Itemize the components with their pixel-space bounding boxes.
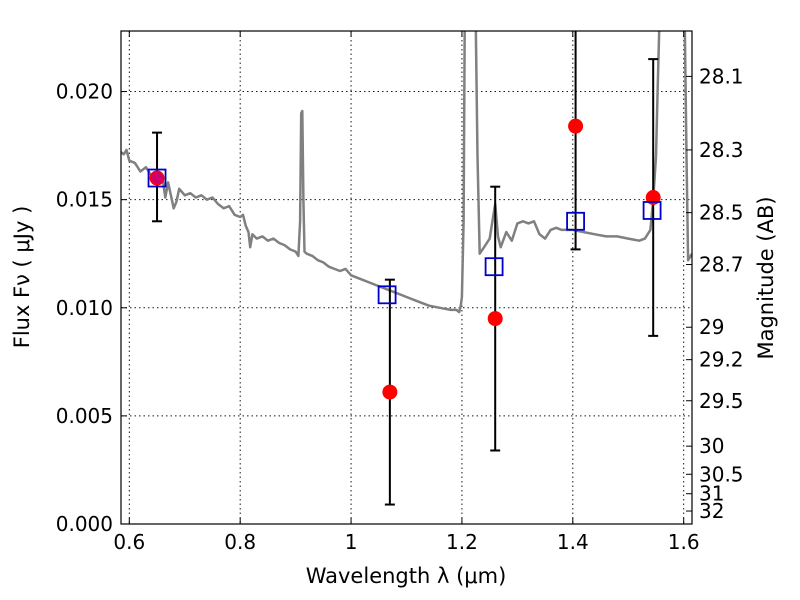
- errorbar-layer: [152, 31, 659, 506]
- model-points-layer: [147, 168, 662, 305]
- x-axis-label: Wavelength λ (μm): [306, 564, 507, 588]
- y-axis-label: Flux Fν ( μJy ): [10, 206, 34, 349]
- plot-frame: [120, 30, 693, 525]
- model-point: [566, 211, 585, 231]
- model-point: [484, 257, 504, 277]
- x-tick-label: 1: [345, 530, 358, 554]
- model-observed-overlap: [151, 172, 164, 185]
- sed-line-layer: [121, 31, 692, 314]
- x-tick-label: 0.8: [224, 530, 256, 554]
- y-tick-label: 0.000: [56, 512, 113, 536]
- right-tick-label: 29.5: [699, 389, 744, 413]
- observed-point: [487, 311, 503, 327]
- x-tick-label: 0.6: [113, 530, 145, 554]
- axis-tick-labels: 0.6 0.8 1 1.2 1.4 1.6 0.000 0.005 0.010 0.015 0.02…: [56, 64, 744, 554]
- y-tick-label: 0.020: [56, 80, 113, 104]
- right-tick-label: 28.3: [699, 138, 744, 162]
- model-point: [642, 201, 662, 220]
- observed-point: [568, 118, 584, 134]
- model-point: [147, 168, 167, 188]
- right-tick-label: 32: [699, 499, 724, 523]
- right-tick-label: 30.5: [699, 462, 744, 486]
- x-tick-label: 1.6: [668, 530, 700, 554]
- y-tick-label: 0.010: [56, 296, 113, 320]
- model-point: [377, 285, 397, 305]
- right-axis-label: Magnitude (AB): [754, 196, 778, 359]
- y-tick-label: 0.015: [56, 188, 113, 212]
- x-tick-label: 1.2: [446, 530, 478, 554]
- observed-points-layer: [149, 118, 661, 400]
- observed-point: [645, 189, 661, 205]
- sed-line: [121, 31, 692, 314]
- right-tick-label: 31: [699, 482, 724, 506]
- right-tick-label: 29.2: [699, 348, 744, 372]
- right-tick-label: 30: [699, 434, 724, 458]
- observed-point: [382, 384, 398, 400]
- x-tick-label: 1.4: [557, 530, 589, 554]
- right-tick-label: 29: [699, 315, 724, 339]
- y-tick-label: 0.005: [56, 404, 113, 428]
- grid: [121, 31, 692, 525]
- axis-ticks: [121, 31, 692, 525]
- right-tick-label: 28.1: [699, 64, 744, 88]
- right-tick-label: 28.7: [699, 253, 744, 277]
- right-tick-label: 28.5: [699, 201, 744, 225]
